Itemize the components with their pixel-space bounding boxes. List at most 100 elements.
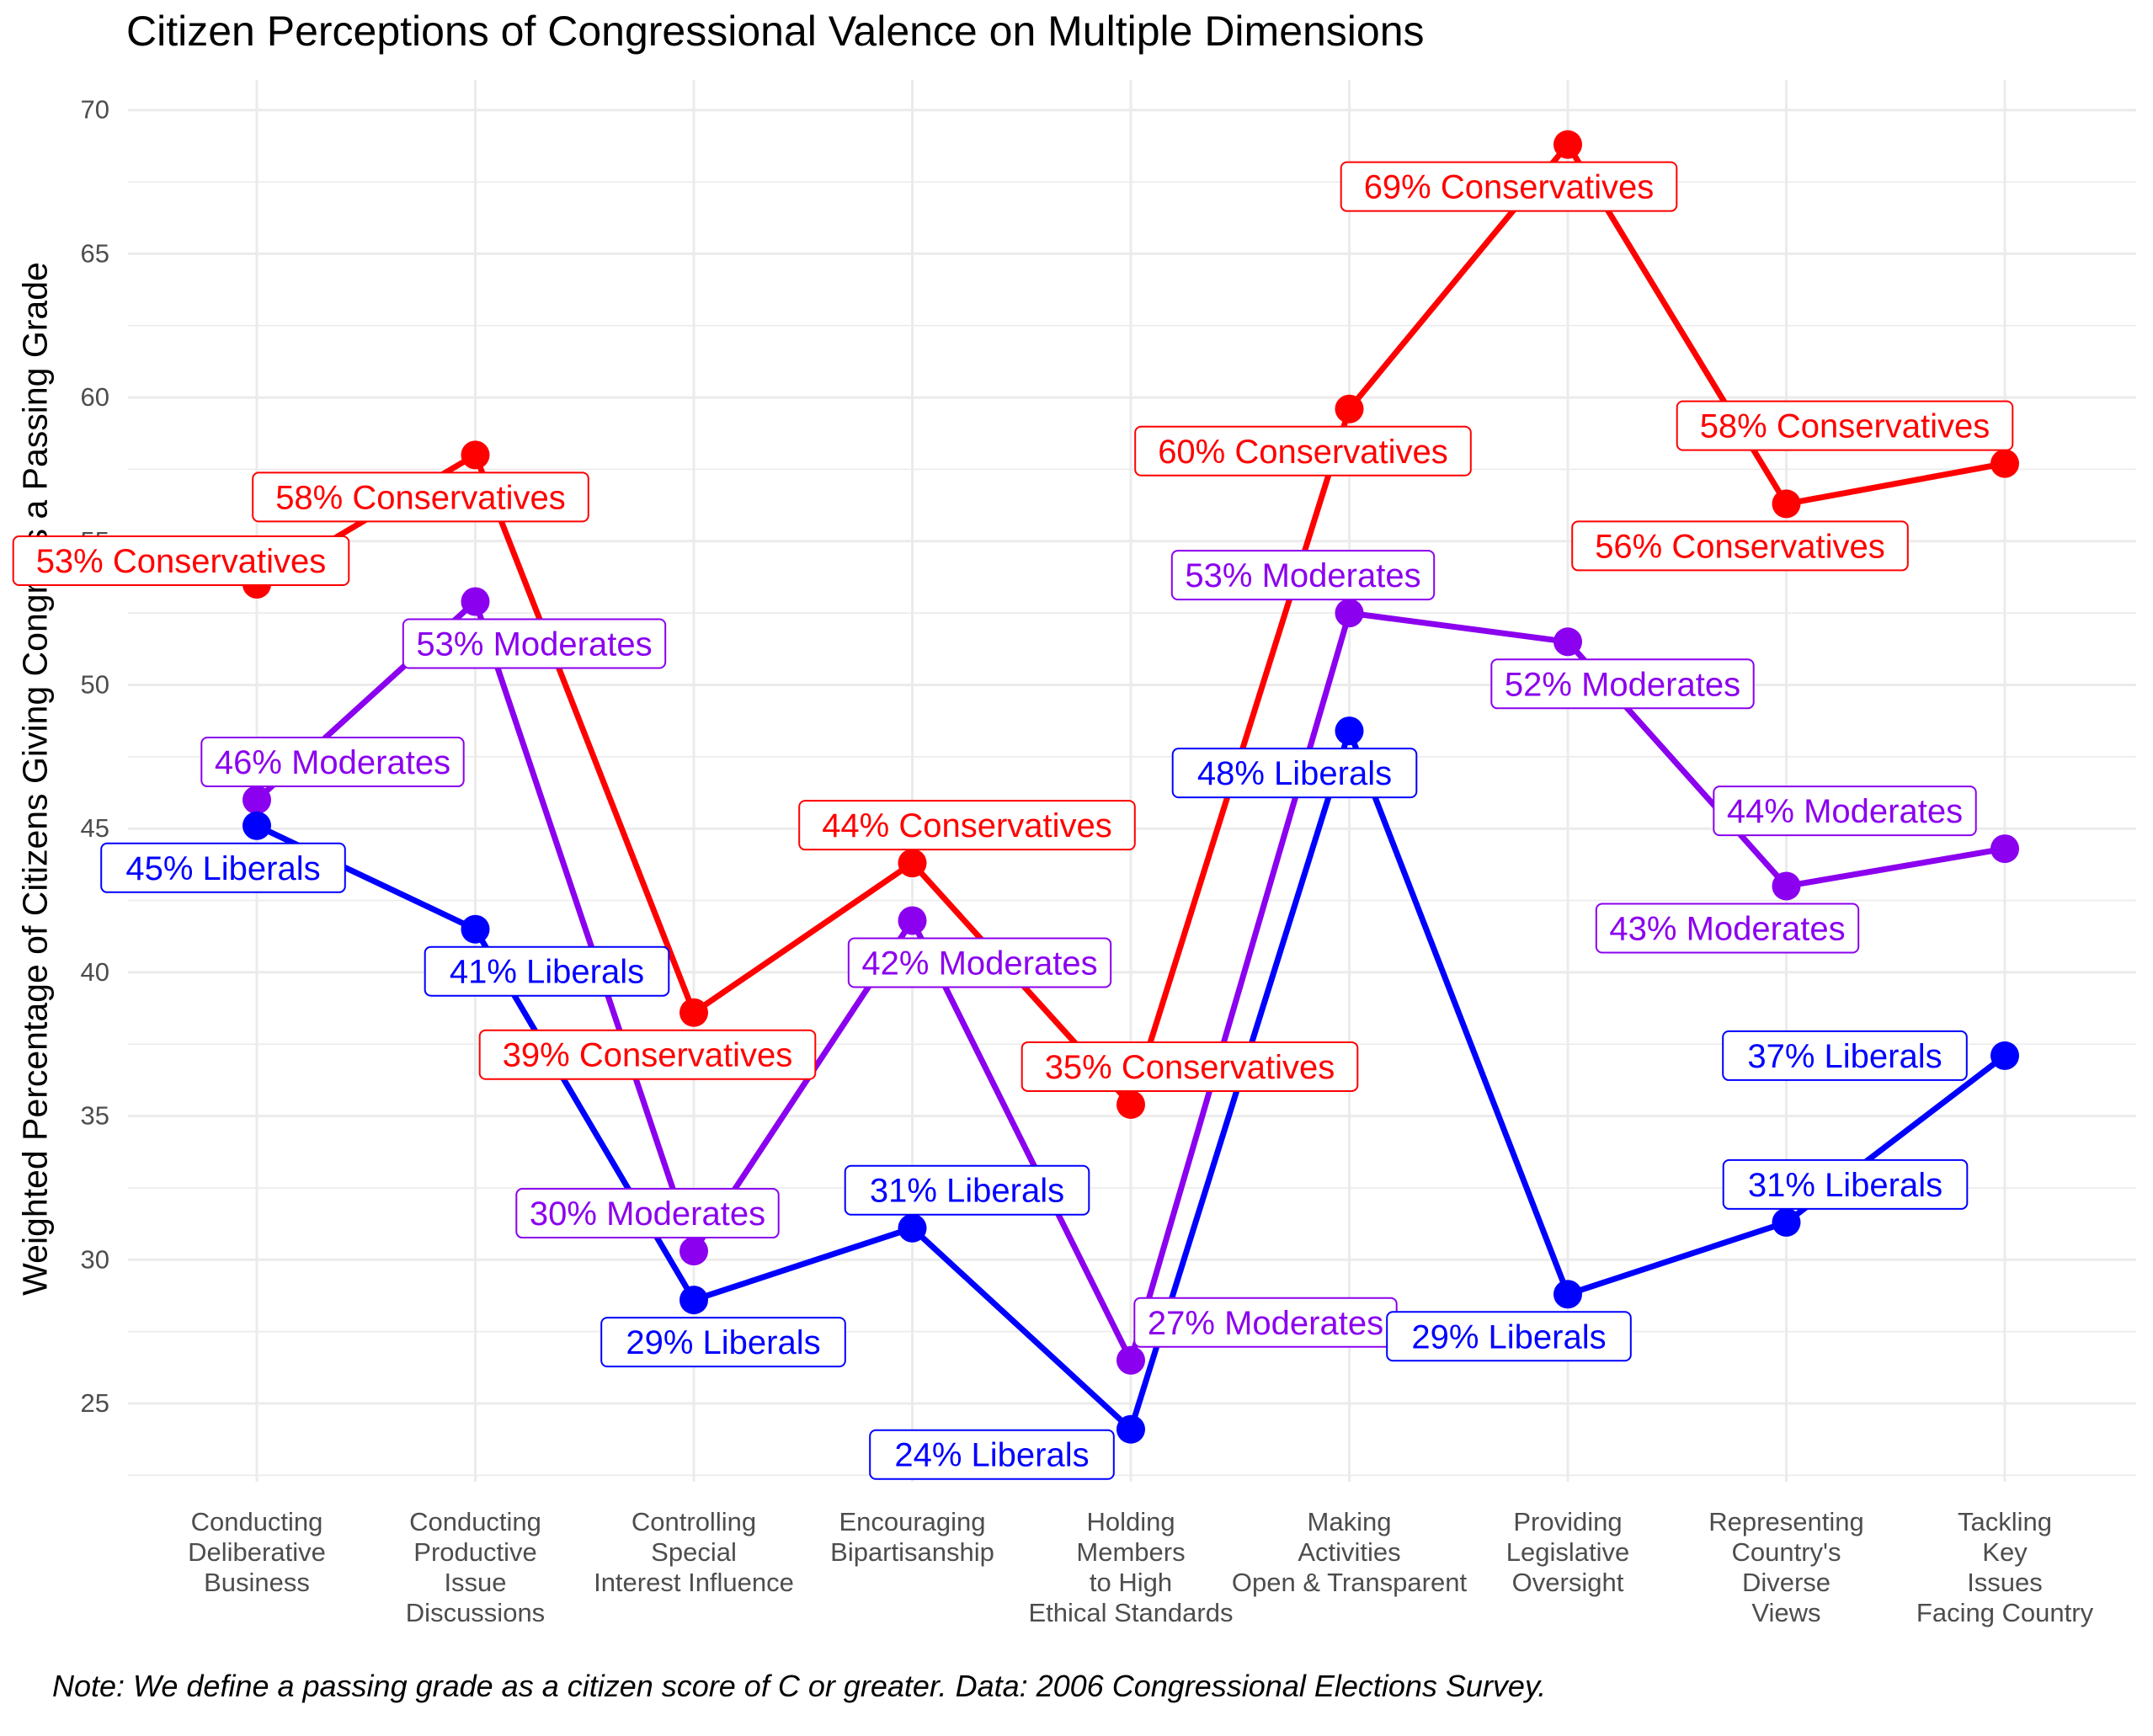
data-label-text: 60% Conservatives [1158, 434, 1448, 471]
liberals-point [1335, 716, 1364, 746]
liberals-point [1990, 1041, 2019, 1070]
data-label-box [1134, 425, 1472, 477]
y-tick-label: 40 [81, 957, 109, 987]
data-label-text: 69% Conservatives [1364, 169, 1655, 206]
moderates-point [679, 1237, 708, 1266]
liberals-data-label: 41% Liberals [424, 945, 670, 997]
conservatives-point [1553, 130, 1582, 159]
liberals-data-label: 29% Liberals [600, 1317, 846, 1368]
liberals-data-label: 37% Liberals [1722, 1030, 1968, 1081]
moderates-point [1990, 834, 2019, 864]
data-label-text: 45% Liberals [125, 850, 320, 887]
conservatives-point [1335, 394, 1364, 423]
conservatives-point [1990, 449, 2019, 478]
conservatives-data-label: 58% Conservatives [252, 471, 589, 523]
data-label-text: 31% Liberals [1748, 1167, 1942, 1204]
data-label-box [798, 800, 1136, 851]
data-label-box [1340, 161, 1678, 212]
data-label-text: 30% Moderates [530, 1195, 765, 1233]
data-label-box [869, 1429, 1115, 1480]
conservatives-data-label: 60% Conservatives [1134, 425, 1472, 477]
data-label-text: 53% Moderates [1185, 557, 1420, 594]
moderates-point [1553, 627, 1582, 657]
conservatives-data-label: 39% Conservatives [478, 1029, 817, 1080]
data-label-box [1171, 748, 1418, 799]
y-tick-label: 60 [81, 382, 109, 412]
data-label-text: 53% Conservatives [36, 543, 327, 580]
data-label-box [1170, 550, 1436, 601]
x-tick-label: Tackling Key Issues Facing Country [1916, 1507, 2094, 1627]
moderates-data-label: 30% Moderates [515, 1188, 780, 1239]
liberals-point [1116, 1414, 1145, 1444]
data-label-box [1722, 1030, 1968, 1081]
conservatives-data-label: 56% Conservatives [1571, 520, 1909, 572]
moderates-point [461, 587, 490, 616]
data-label-box [1713, 785, 1977, 837]
data-label-text: 53% Moderates [416, 626, 652, 663]
data-label-text: 58% Conservatives [275, 479, 566, 516]
data-label-text: 44% Moderates [1727, 793, 1963, 830]
y-tick-label: 30 [81, 1244, 109, 1274]
data-label-box [478, 1029, 817, 1080]
x-tick-label: Conducting Productive Issue Discussions [406, 1507, 545, 1627]
x-tick-label: Making Activities Open & Transparent [1232, 1507, 1468, 1597]
x-tick-label: Providing Legislative Oversight [1506, 1507, 1629, 1597]
data-label-box [844, 1164, 1090, 1216]
conservatives-data-label: 69% Conservatives [1340, 161, 1678, 212]
data-label-box [1571, 520, 1909, 572]
y-tick-label: 50 [81, 670, 109, 700]
data-label-box [1021, 1041, 1359, 1092]
x-tick-label: Encouraging Bipartisanship [830, 1507, 994, 1567]
data-label-box [200, 737, 465, 788]
data-label-box [1722, 1158, 1969, 1210]
moderates-point [1116, 1345, 1145, 1375]
data-label-text: 27% Moderates [1148, 1305, 1383, 1342]
data-label-text: 42% Moderates [861, 945, 1097, 982]
y-tick-label: 35 [81, 1101, 109, 1131]
liberals-point [1553, 1280, 1582, 1309]
moderates-data-label: 27% Moderates [1133, 1297, 1398, 1348]
moderates-data-label: 46% Moderates [200, 737, 465, 788]
liberals-data-label: 48% Liberals [1171, 748, 1418, 799]
moderates-point [242, 785, 271, 815]
data-label-box [100, 842, 346, 893]
conservatives-point [1116, 1089, 1145, 1119]
conservatives-point [898, 849, 927, 878]
liberals-point [898, 1213, 927, 1243]
liberals-data-label: 24% Liberals [869, 1429, 1115, 1480]
moderates-point [1335, 599, 1364, 628]
liberals-data-label: 45% Liberals [100, 842, 346, 893]
data-label-box [1386, 1311, 1632, 1362]
moderates-data-label: 53% Moderates [1170, 550, 1436, 601]
conservatives-data-label: 58% Conservatives [1676, 400, 2014, 451]
conservatives-data-label: 44% Conservatives [798, 800, 1136, 851]
data-label-text: 43% Moderates [1609, 910, 1845, 947]
moderates-point [1772, 871, 1801, 901]
data-label-box [12, 535, 350, 587]
conservatives-data-label: 53% Conservatives [12, 535, 350, 587]
liberals-point [679, 1286, 708, 1315]
conservatives-point [679, 998, 708, 1027]
conservatives-data-label: 35% Conservatives [1021, 1041, 1359, 1092]
x-tick-label: Controlling Special Interest Influence [594, 1507, 794, 1597]
liberals-data-label: 31% Liberals [844, 1164, 1090, 1216]
data-label-text: 58% Conservatives [1700, 408, 1990, 445]
y-tick-label: 65 [81, 238, 109, 268]
moderates-data-label: 43% Moderates [1595, 903, 1860, 954]
chart-caption: Note: We define a passing grade as a cit… [52, 1669, 1547, 1703]
moderates-data-label: 53% Moderates [402, 618, 667, 669]
y-tick-label: 45 [81, 813, 109, 843]
data-label-box [424, 945, 670, 997]
data-label-box [600, 1317, 846, 1368]
data-label-box [1490, 658, 1755, 710]
liberals-data-label: 31% Liberals [1722, 1158, 1969, 1210]
liberals-point [242, 811, 271, 840]
conservatives-point [461, 440, 490, 470]
data-label-text: 24% Liberals [894, 1437, 1089, 1474]
data-label-box [847, 937, 1112, 988]
data-label-box [252, 471, 589, 523]
data-label-box [1595, 903, 1860, 954]
y-tick-label: 70 [81, 95, 109, 125]
